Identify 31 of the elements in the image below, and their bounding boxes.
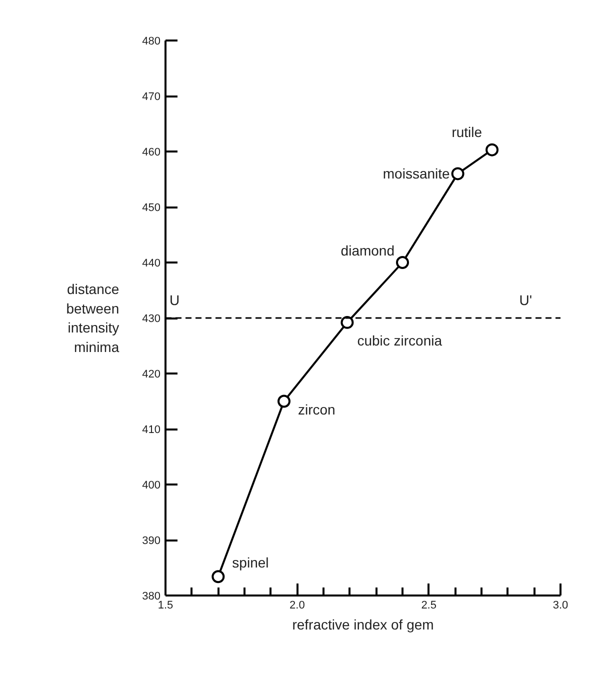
y-tick-label: 420 [142,368,161,380]
y-tick-label: 450 [142,202,161,214]
y-tick-label: 470 [142,91,161,103]
y-tick-label: 430 [142,313,161,325]
y-tick-label: 390 [142,535,161,547]
annotation: U' [519,292,532,308]
y-tick-label: 410 [142,424,161,436]
point [486,143,499,156]
y-tick-label: 440 [142,258,161,270]
point [340,316,354,329]
annotation: zircon [298,401,336,418]
point [451,167,464,180]
x-axis-title: refractive index of gem [292,616,434,632]
y-tick-label: 460 [142,146,161,158]
annotation: moissanite [382,166,450,182]
y-tick-label: 480 [142,36,161,48]
y-tick-label: 400 [142,480,161,492]
x-tick-label: 1.5 [158,600,174,612]
annotation: diamond [340,242,394,258]
y-tick-label: 380 [142,590,161,602]
annotation: U [170,292,180,308]
point [212,570,225,584]
annotation: cubic zirconia [357,332,442,348]
y-axis-title: distance between intensity minima [66,281,120,355]
annotation: spinel [232,554,269,571]
x-tick-label: 3.0 [552,600,568,612]
x-tick-label: 2.5 [421,600,436,612]
point [278,394,290,408]
annotation: rutile [452,124,482,140]
x-tick-label: 2.0 [290,600,305,612]
point [396,256,409,269]
